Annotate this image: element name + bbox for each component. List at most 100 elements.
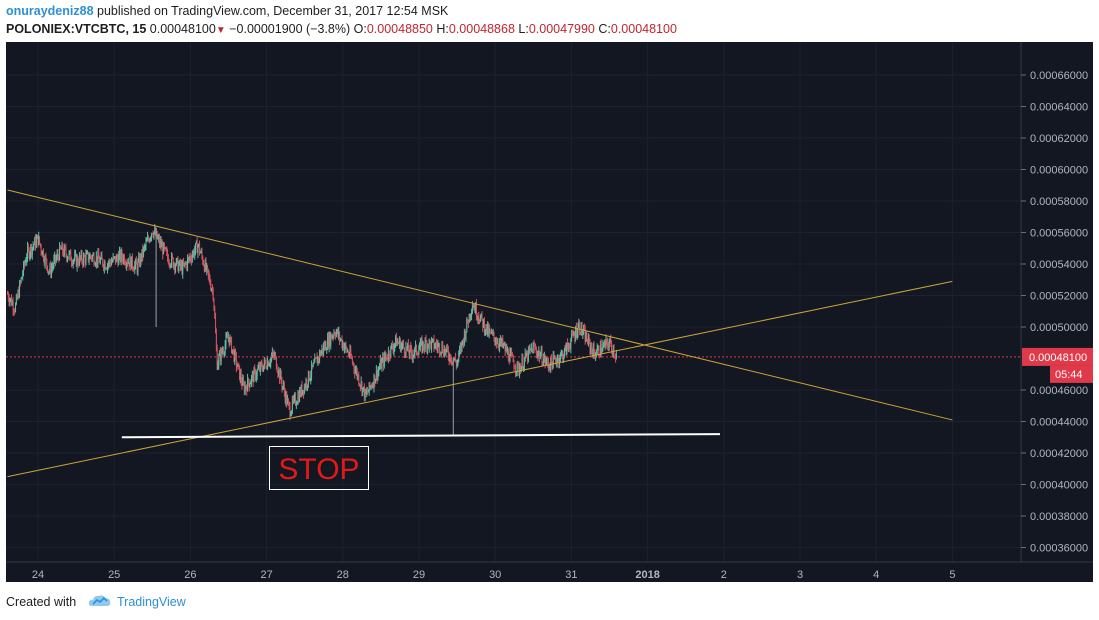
time-axis-bg[interactable] (6, 562, 1093, 582)
candle-body (48, 271, 50, 273)
candle-body (354, 368, 356, 374)
candle-body (59, 245, 61, 260)
stop-box[interactable] (269, 446, 369, 490)
candle-body (238, 363, 240, 366)
price-chart[interactable]: 0.00066000 0.00064000 0.00062000 0.00060000… (6, 42, 1093, 582)
price-axis-bg[interactable] (1021, 42, 1093, 562)
candle-body (273, 354, 275, 357)
price-axis[interactable]: 0.00066000 0.00064000 0.00062000 0.00060000… (1021, 70, 1088, 555)
plot-area[interactable] (6, 224, 1021, 436)
candle-body (186, 262, 188, 268)
candle-body (554, 357, 556, 359)
candle-body (571, 332, 573, 341)
candle-body (549, 367, 551, 370)
candle-body (346, 347, 348, 352)
stop-annotation[interactable]: STOP (269, 446, 369, 490)
candle-body (323, 345, 325, 353)
candle-body (191, 259, 193, 261)
candle-body (527, 348, 529, 361)
candle-body (324, 343, 326, 349)
candle-body (288, 402, 290, 407)
candle-body (91, 256, 93, 259)
candle-body (512, 355, 514, 362)
candle-body (560, 353, 562, 355)
candle-body (483, 320, 485, 333)
candle-body (156, 231, 158, 239)
candle-body (511, 352, 513, 355)
high-value: 0.00048868 (448, 22, 515, 36)
candle-body (299, 390, 301, 396)
symbol-name[interactable]: POLONIEX:VTCBTC, 15 (6, 22, 147, 36)
candle-body (443, 352, 445, 356)
candle-body (275, 354, 277, 357)
candle-body (252, 373, 254, 383)
candle-body (551, 362, 553, 369)
candle-body (111, 261, 113, 266)
candle-body (462, 340, 464, 342)
candle-body (271, 352, 273, 357)
candle-body (414, 347, 416, 354)
candle-body (495, 342, 497, 343)
time-axis[interactable]: 24 25 26 27 28 29 30 31 2018 2 3 4 5 (32, 569, 956, 581)
candle-body (217, 364, 219, 370)
candle-body (480, 313, 482, 317)
candle-body (72, 260, 74, 265)
candle-body (215, 317, 217, 333)
current-price-tag: 0.00048100 05:44 (1022, 347, 1093, 383)
candle-body (123, 256, 125, 264)
candle-body (447, 346, 449, 351)
candle-body (259, 366, 261, 371)
candle-body (315, 358, 317, 360)
candle-body (256, 370, 258, 376)
chart-pane[interactable]: 0.00066000 0.00064000 0.00062000 0.00060000… (6, 42, 1093, 582)
trendline-support[interactable] (121, 433, 720, 439)
candle-body (38, 236, 40, 245)
trendline-descending[interactable] (7, 189, 953, 421)
candle-body (507, 350, 509, 353)
candle-body (68, 252, 70, 258)
candle-body (425, 339, 427, 342)
candle-body (7, 293, 9, 295)
candle-body (337, 329, 339, 336)
candle-body (584, 329, 586, 342)
candle-body (160, 240, 162, 248)
candle-body (177, 258, 179, 271)
candle-body (500, 338, 502, 344)
candle-body (32, 246, 34, 248)
candle-body (523, 366, 525, 370)
candle-body (231, 349, 233, 353)
candle-body (436, 345, 438, 349)
candle-body (213, 298, 215, 309)
candle-body (166, 250, 168, 252)
candle-body (222, 350, 224, 353)
candle-body (277, 371, 279, 375)
candle-body (343, 343, 345, 350)
candle-body (266, 367, 268, 369)
candle-body (325, 343, 327, 350)
created-with-text: Created with (6, 595, 77, 609)
candle-body (28, 248, 30, 258)
candle-body (43, 250, 45, 261)
candle-body (115, 255, 117, 263)
candle-body (543, 356, 545, 360)
candle-body (454, 358, 456, 361)
candle-body (291, 399, 293, 411)
candle-body (412, 355, 414, 359)
tradingview-brand-link[interactable]: TradingView (117, 595, 186, 609)
candle-body (197, 245, 199, 253)
candle-body (242, 379, 244, 386)
candle-body (199, 252, 201, 254)
candle-body (580, 323, 582, 335)
candle-body (439, 343, 441, 353)
tradingview-cloud-icon[interactable] (88, 593, 112, 609)
candle-body (34, 238, 36, 245)
author-link[interactable]: onuraydeniz88 (6, 4, 94, 18)
candle-body (11, 297, 13, 305)
candle-body (269, 363, 271, 365)
trendline-ascending[interactable] (7, 280, 953, 478)
drawing-tools[interactable] (7, 189, 953, 478)
candle-body (33, 244, 35, 247)
candle-body (247, 378, 249, 384)
candle-body (187, 257, 189, 259)
candle-body (402, 342, 404, 345)
